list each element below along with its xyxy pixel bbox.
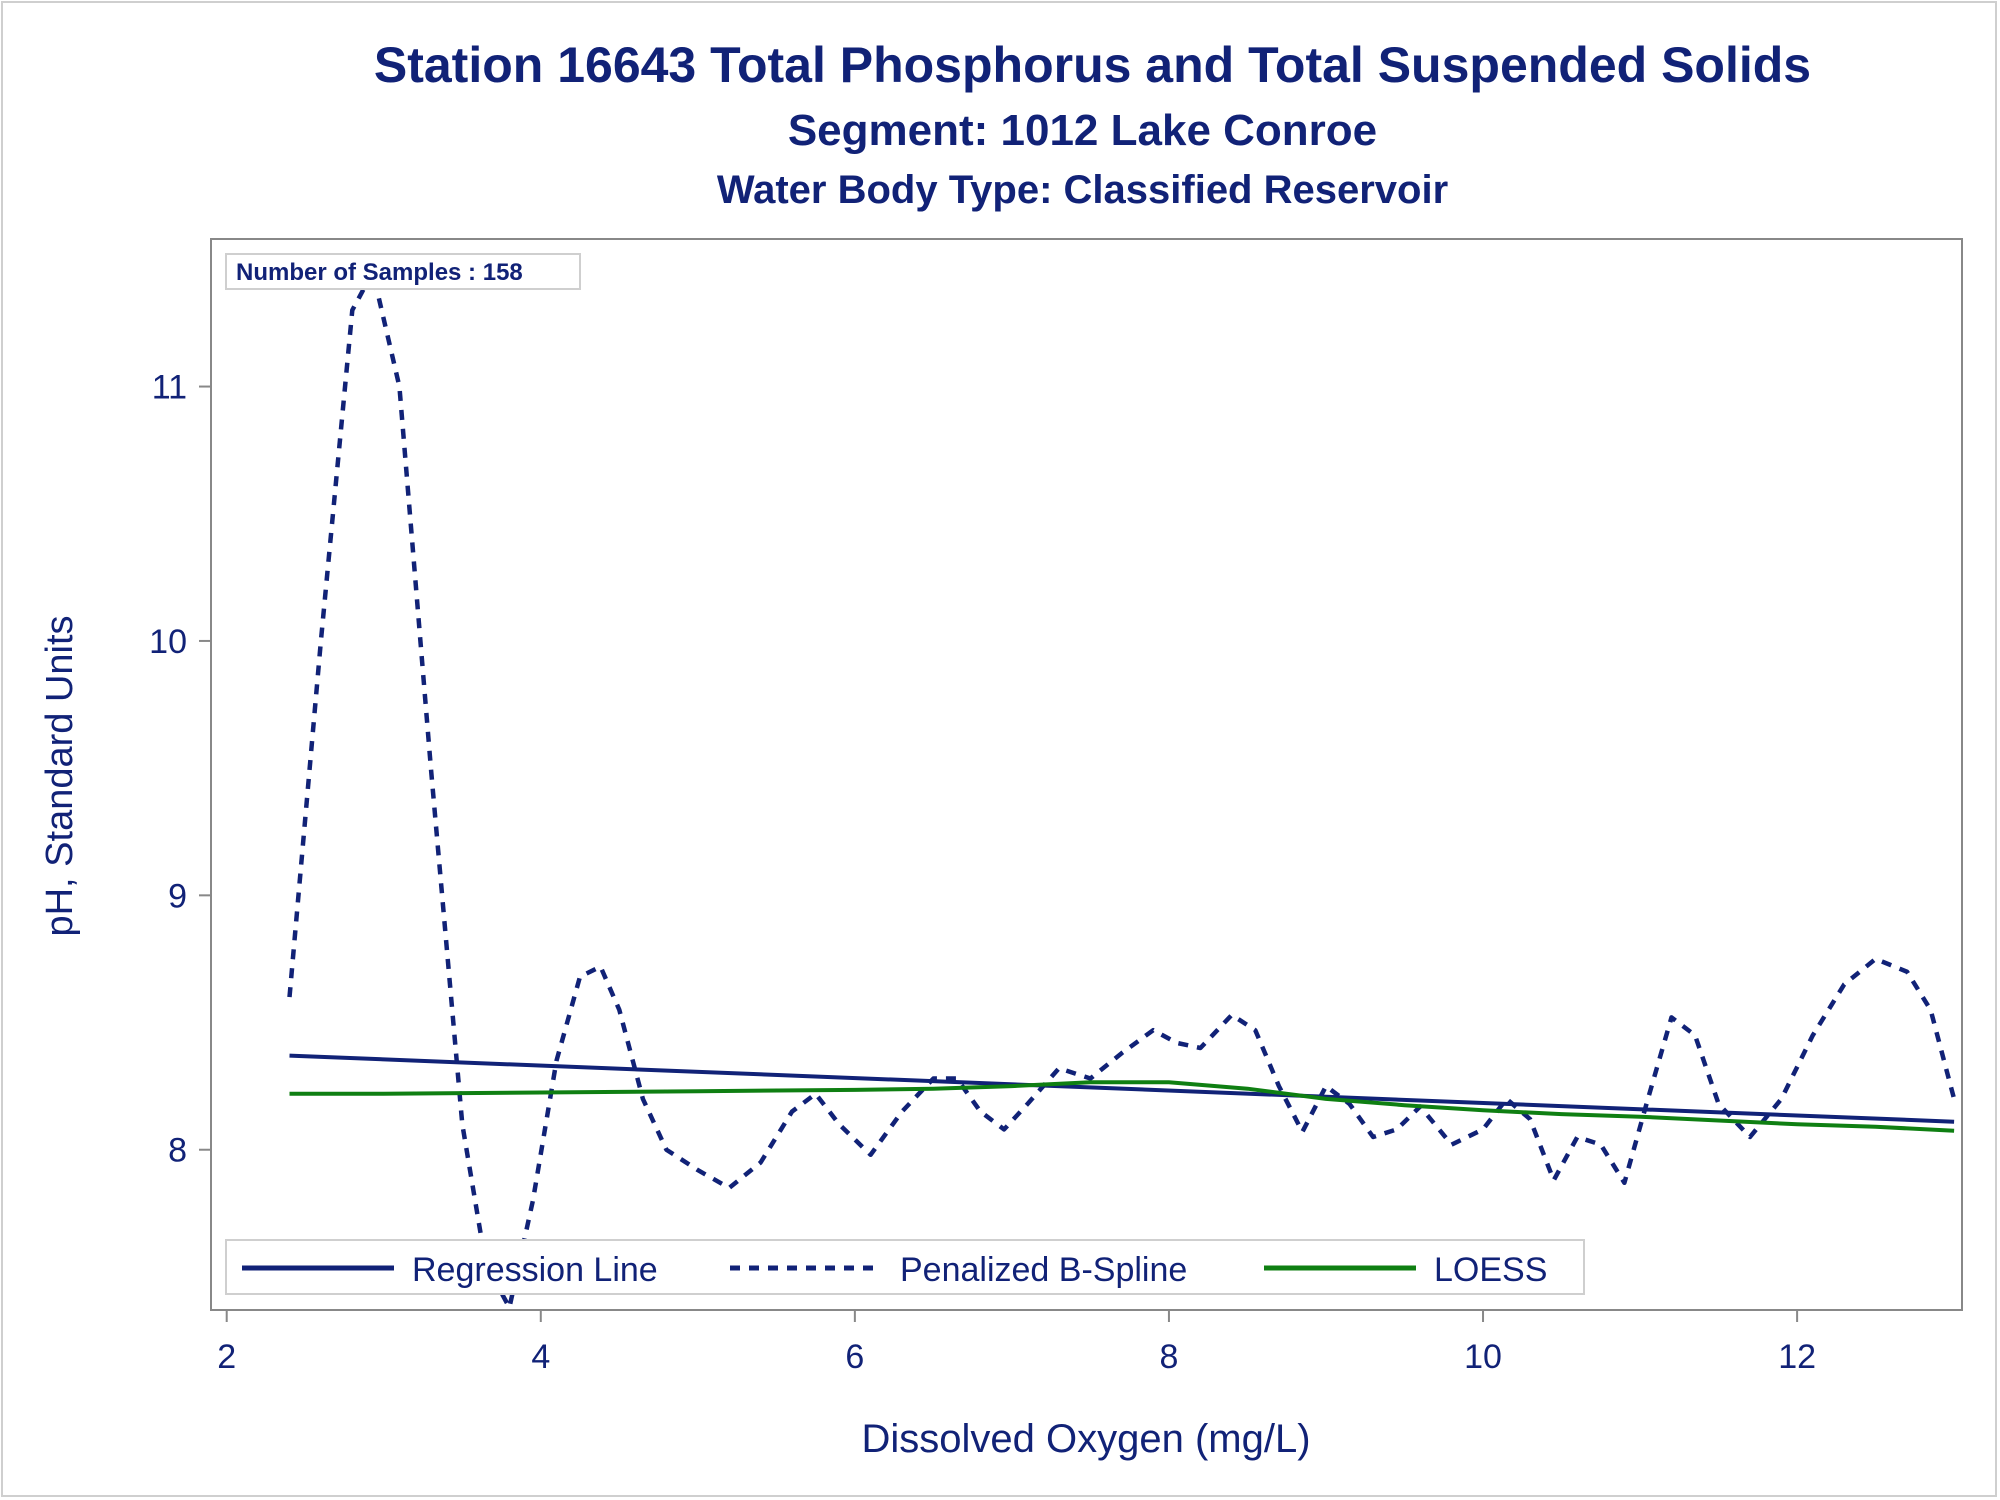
sample-count-label: Number of Samples : 158	[236, 259, 523, 286]
chart-title: Station 16643 Total Phosphorus and Total…	[373, 37, 1812, 93]
y-tick-label: 8	[168, 1132, 187, 1170]
series-line-penalized-b-spline	[287, 269, 1957, 1310]
x-tick-label: 10	[1464, 1338, 1502, 1376]
x-tick-label: 4	[531, 1338, 550, 1376]
sample-count-box: Number of Samples : 158	[225, 253, 581, 290]
x-tick-label: 2	[217, 1338, 236, 1376]
chart-subtitle-2: Water Body Type: Classified Reservoir	[716, 168, 1449, 212]
x-tick-label: 12	[1778, 1338, 1816, 1376]
sample-count-frame	[225, 253, 581, 290]
series-line-regression-line	[289, 1053, 1955, 1124]
x-axis-label: Dissolved Oxygen (mg/L)	[861, 1417, 1310, 1461]
legend-label-regression-line: Regression Line	[412, 1251, 658, 1289]
y-tick-label: 9	[168, 877, 187, 915]
legend-items: Regression Line Penalized B-Spline LOESS	[242, 1251, 1547, 1289]
y-axis-label: pH, Standard Units	[39, 615, 81, 936]
series-layer	[287, 269, 1957, 1310]
legend-label-loess: LOESS	[1434, 1251, 1547, 1289]
legend: Regression Line Penalized B-Spline LOESS	[225, 1239, 1585, 1295]
series-line-loess	[289, 1080, 1955, 1133]
legend-label-penalized-b-spline: Penalized B-Spline	[900, 1251, 1187, 1289]
axis-layer: 2 4 6 8 10 12 8 9 10 11	[149, 369, 1816, 1376]
x-tick-label: 6	[845, 1338, 864, 1376]
y-tick-label: 11	[152, 369, 187, 407]
y-tick-label: 10	[149, 623, 187, 661]
x-tick-label: 8	[1159, 1338, 1178, 1376]
plot-area	[210, 238, 1963, 1311]
chart-subtitle: Segment: 1012 Lake Conroe	[787, 106, 1378, 155]
